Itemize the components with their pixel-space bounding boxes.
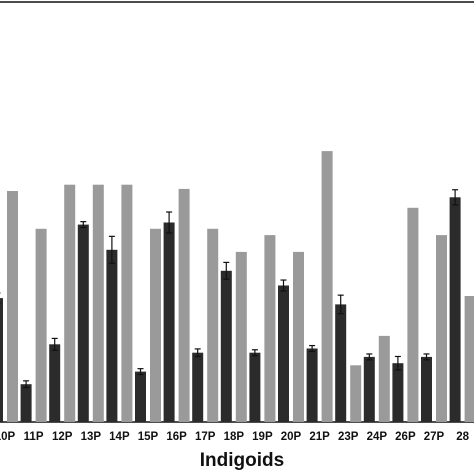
bar-grey-17P [207, 228, 219, 422]
bar-dark-12P [49, 344, 61, 422]
bar-dark-19P [249, 352, 261, 422]
x-tick-label-14P: 14P [109, 431, 130, 443]
bar-dark-16P [163, 222, 175, 422]
x-tick-label-23P: 23P [338, 431, 359, 443]
bar-grey-14P [121, 184, 133, 422]
bar-dark-24P [363, 356, 375, 422]
bar-grey-21P [321, 151, 333, 422]
x-tick-label-24P: 24P [367, 431, 388, 443]
x-tick-labels: 10P 11P 12P 13P 14P 15P 16P 17P 18P 19P 20P 21P 23P 2… [0, 431, 470, 443]
bar-grey-19P [264, 235, 276, 422]
x-tick-label-11P: 11P [24, 431, 44, 443]
bar-grey-20P [293, 251, 304, 422]
bar-dark-28 [449, 197, 461, 422]
bar-grey-26P [407, 207, 419, 422]
bar-grey-27P [436, 235, 447, 422]
x-tick-label-16P: 16P [166, 431, 187, 443]
bar-grey-15P [150, 228, 161, 422]
x-tick-label-18P: 18P [224, 431, 245, 443]
bar-dark-26P [392, 363, 404, 422]
x-tick-label-19P: 19P [252, 431, 273, 443]
x-tick-label-28: 28 [456, 431, 469, 443]
bar-grey-12P [64, 184, 76, 422]
bar-grey-10P [7, 191, 18, 422]
bar-dark-14P [106, 249, 118, 422]
bar-grey-28 [464, 296, 474, 422]
bars-layer [0, 151, 474, 422]
bar-grey-23P [350, 365, 362, 422]
x-tick-label-20P: 20P [281, 431, 302, 443]
x-tick-label-12P: 12P [52, 431, 73, 443]
bar-grey-24P [378, 335, 390, 422]
bar-dark-21P [306, 348, 318, 422]
x-tick-label-10P: 10P [0, 431, 16, 443]
bar-dark-17P [192, 352, 204, 422]
bar-dark-10P [0, 298, 3, 422]
x-tick-label-17P: 17P [195, 431, 216, 443]
x-axis-title: Indigoids [200, 450, 284, 471]
bar-dark-20P [278, 285, 289, 422]
bar-grey-11P [35, 228, 47, 422]
x-tick-label-27P: 27P [424, 431, 445, 443]
x-tick-label-21P: 21P [309, 431, 330, 443]
bar-dark-15P [135, 371, 146, 422]
bar-grey-18P [235, 251, 247, 422]
bar-dark-27P [421, 356, 432, 422]
bar-dark-23P [335, 304, 347, 422]
x-tick-label-26P: 26P [395, 431, 416, 443]
bar-dark-11P [20, 384, 32, 422]
x-tick-label-13P: 13P [81, 431, 102, 443]
bar-dark-13P [77, 224, 89, 422]
bar-dark-18P [220, 270, 232, 422]
bar-grey-13P [92, 184, 104, 422]
bar-grey-16P [178, 188, 190, 422]
x-tick-label-15P: 15P [138, 431, 159, 443]
